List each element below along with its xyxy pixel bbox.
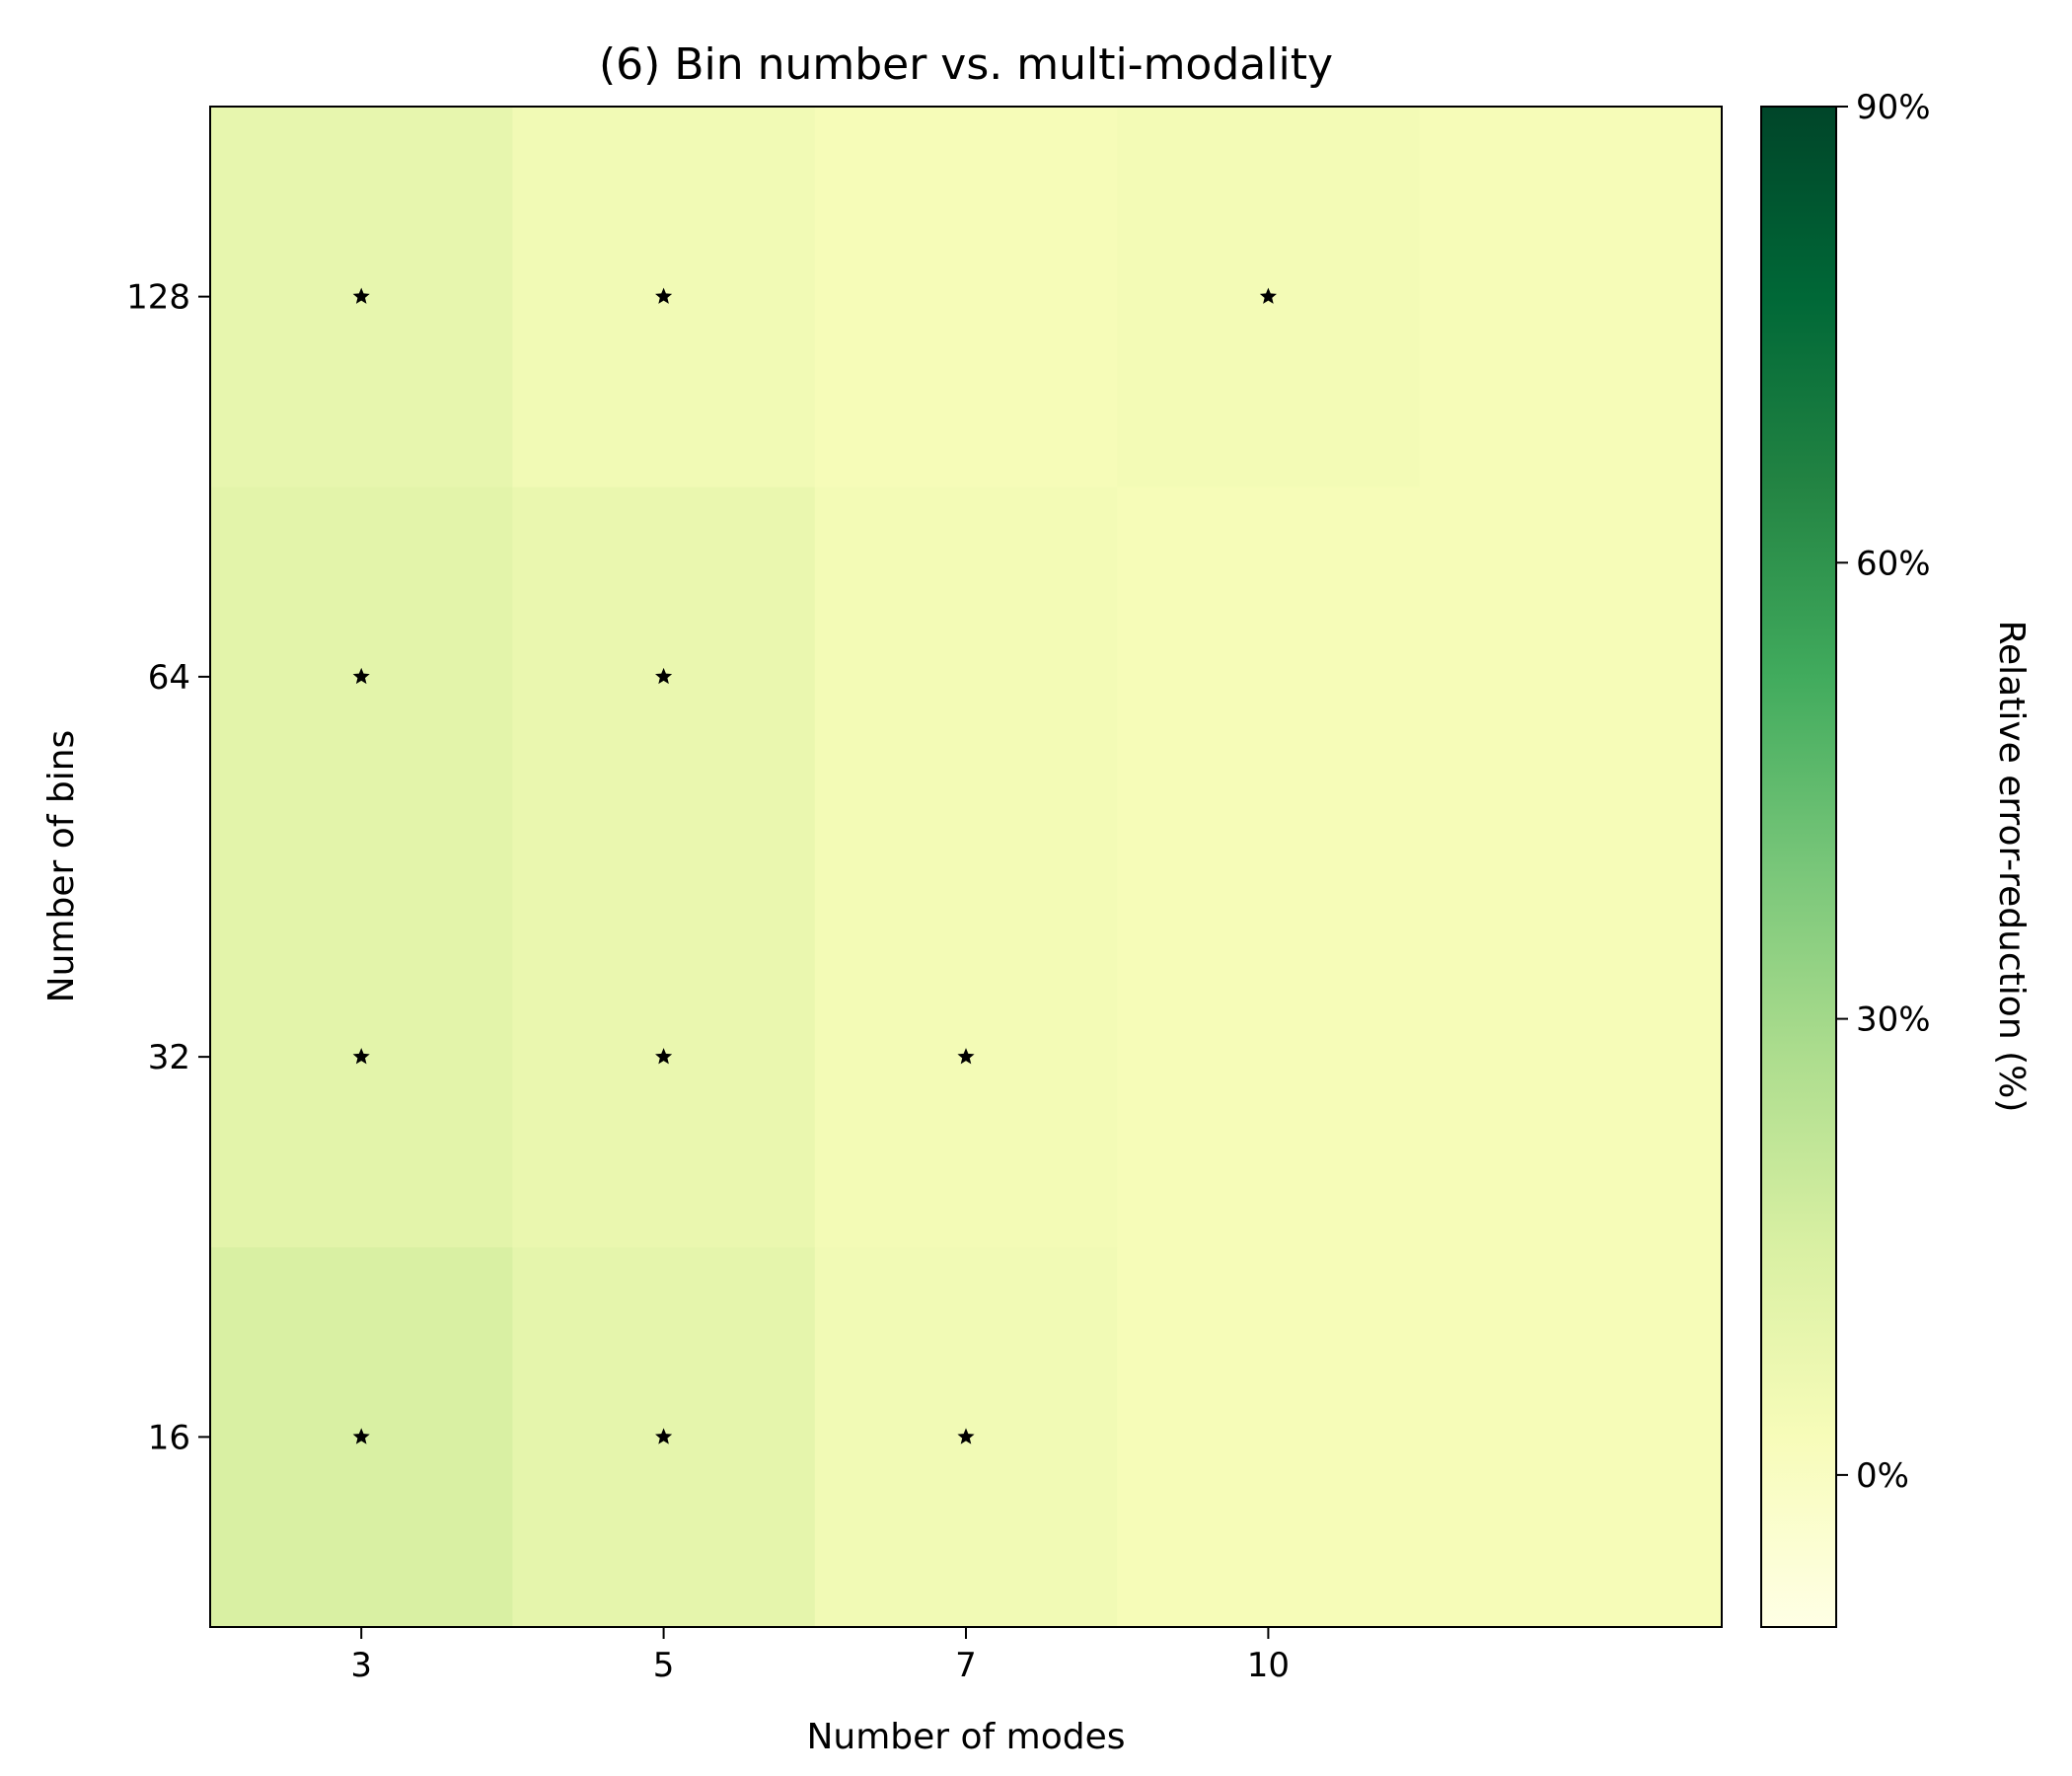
heatmap-cell [1117, 866, 1421, 1248]
significance-star-icon [655, 287, 673, 304]
significance-star-icon [352, 287, 370, 304]
colorbar-tick-label: 30% [1856, 1000, 1931, 1040]
heatmap-cell [814, 107, 1118, 487]
significance-markers [352, 287, 1277, 1444]
significance-star-icon [1259, 287, 1277, 304]
y-tick-label: 16 [148, 1418, 190, 1457]
heatmap-cell [1419, 486, 1723, 867]
chart-title: (6) Bin number vs. multi-modality [599, 39, 1333, 90]
x-axis-label: Number of modes [806, 1717, 1125, 1757]
significance-star-icon [352, 1048, 370, 1065]
x-tick-label: 10 [1247, 1646, 1290, 1685]
significance-star-icon [957, 1048, 975, 1065]
heatmap-cells [210, 107, 1723, 1628]
y-tick-label: 64 [148, 658, 190, 698]
colorbar-label: Relative error-reduction (%) [1991, 621, 2032, 1113]
heatmap-cell [1419, 866, 1723, 1248]
colorbar [1760, 106, 1837, 1628]
significance-star-icon [655, 1428, 673, 1444]
heatmap-cell [1419, 1246, 1723, 1628]
x-tick-label: 7 [955, 1646, 977, 1685]
significance-star-icon [655, 1048, 673, 1065]
heatmap-cell [1419, 107, 1723, 487]
colorbar-tick-label: 0% [1856, 1456, 1909, 1496]
x-tick-label: 3 [350, 1646, 372, 1685]
significance-star-icon [352, 1428, 370, 1444]
heatmap-cell [1117, 486, 1421, 867]
y-tick-label: 32 [148, 1038, 190, 1077]
heatmap-cell [814, 486, 1118, 867]
x-tick-label: 5 [653, 1646, 675, 1685]
heatmap-cell [1117, 1246, 1421, 1628]
y-tick-label: 128 [126, 278, 190, 318]
colorbar-ticks: 0% 30% 60% 90% [1836, 88, 1931, 1496]
x-axis: 3 5 7 10 [350, 1627, 1290, 1685]
significance-star-icon [352, 667, 370, 685]
colorbar-tick-label: 90% [1856, 88, 1931, 127]
colorbar-tick-label: 60% [1856, 544, 1931, 583]
y-axis-label: Number of bins [41, 730, 82, 1003]
significance-star-icon [957, 1428, 975, 1444]
y-axis: 16 32 64 128 [126, 278, 210, 1457]
significance-star-icon [655, 667, 673, 685]
